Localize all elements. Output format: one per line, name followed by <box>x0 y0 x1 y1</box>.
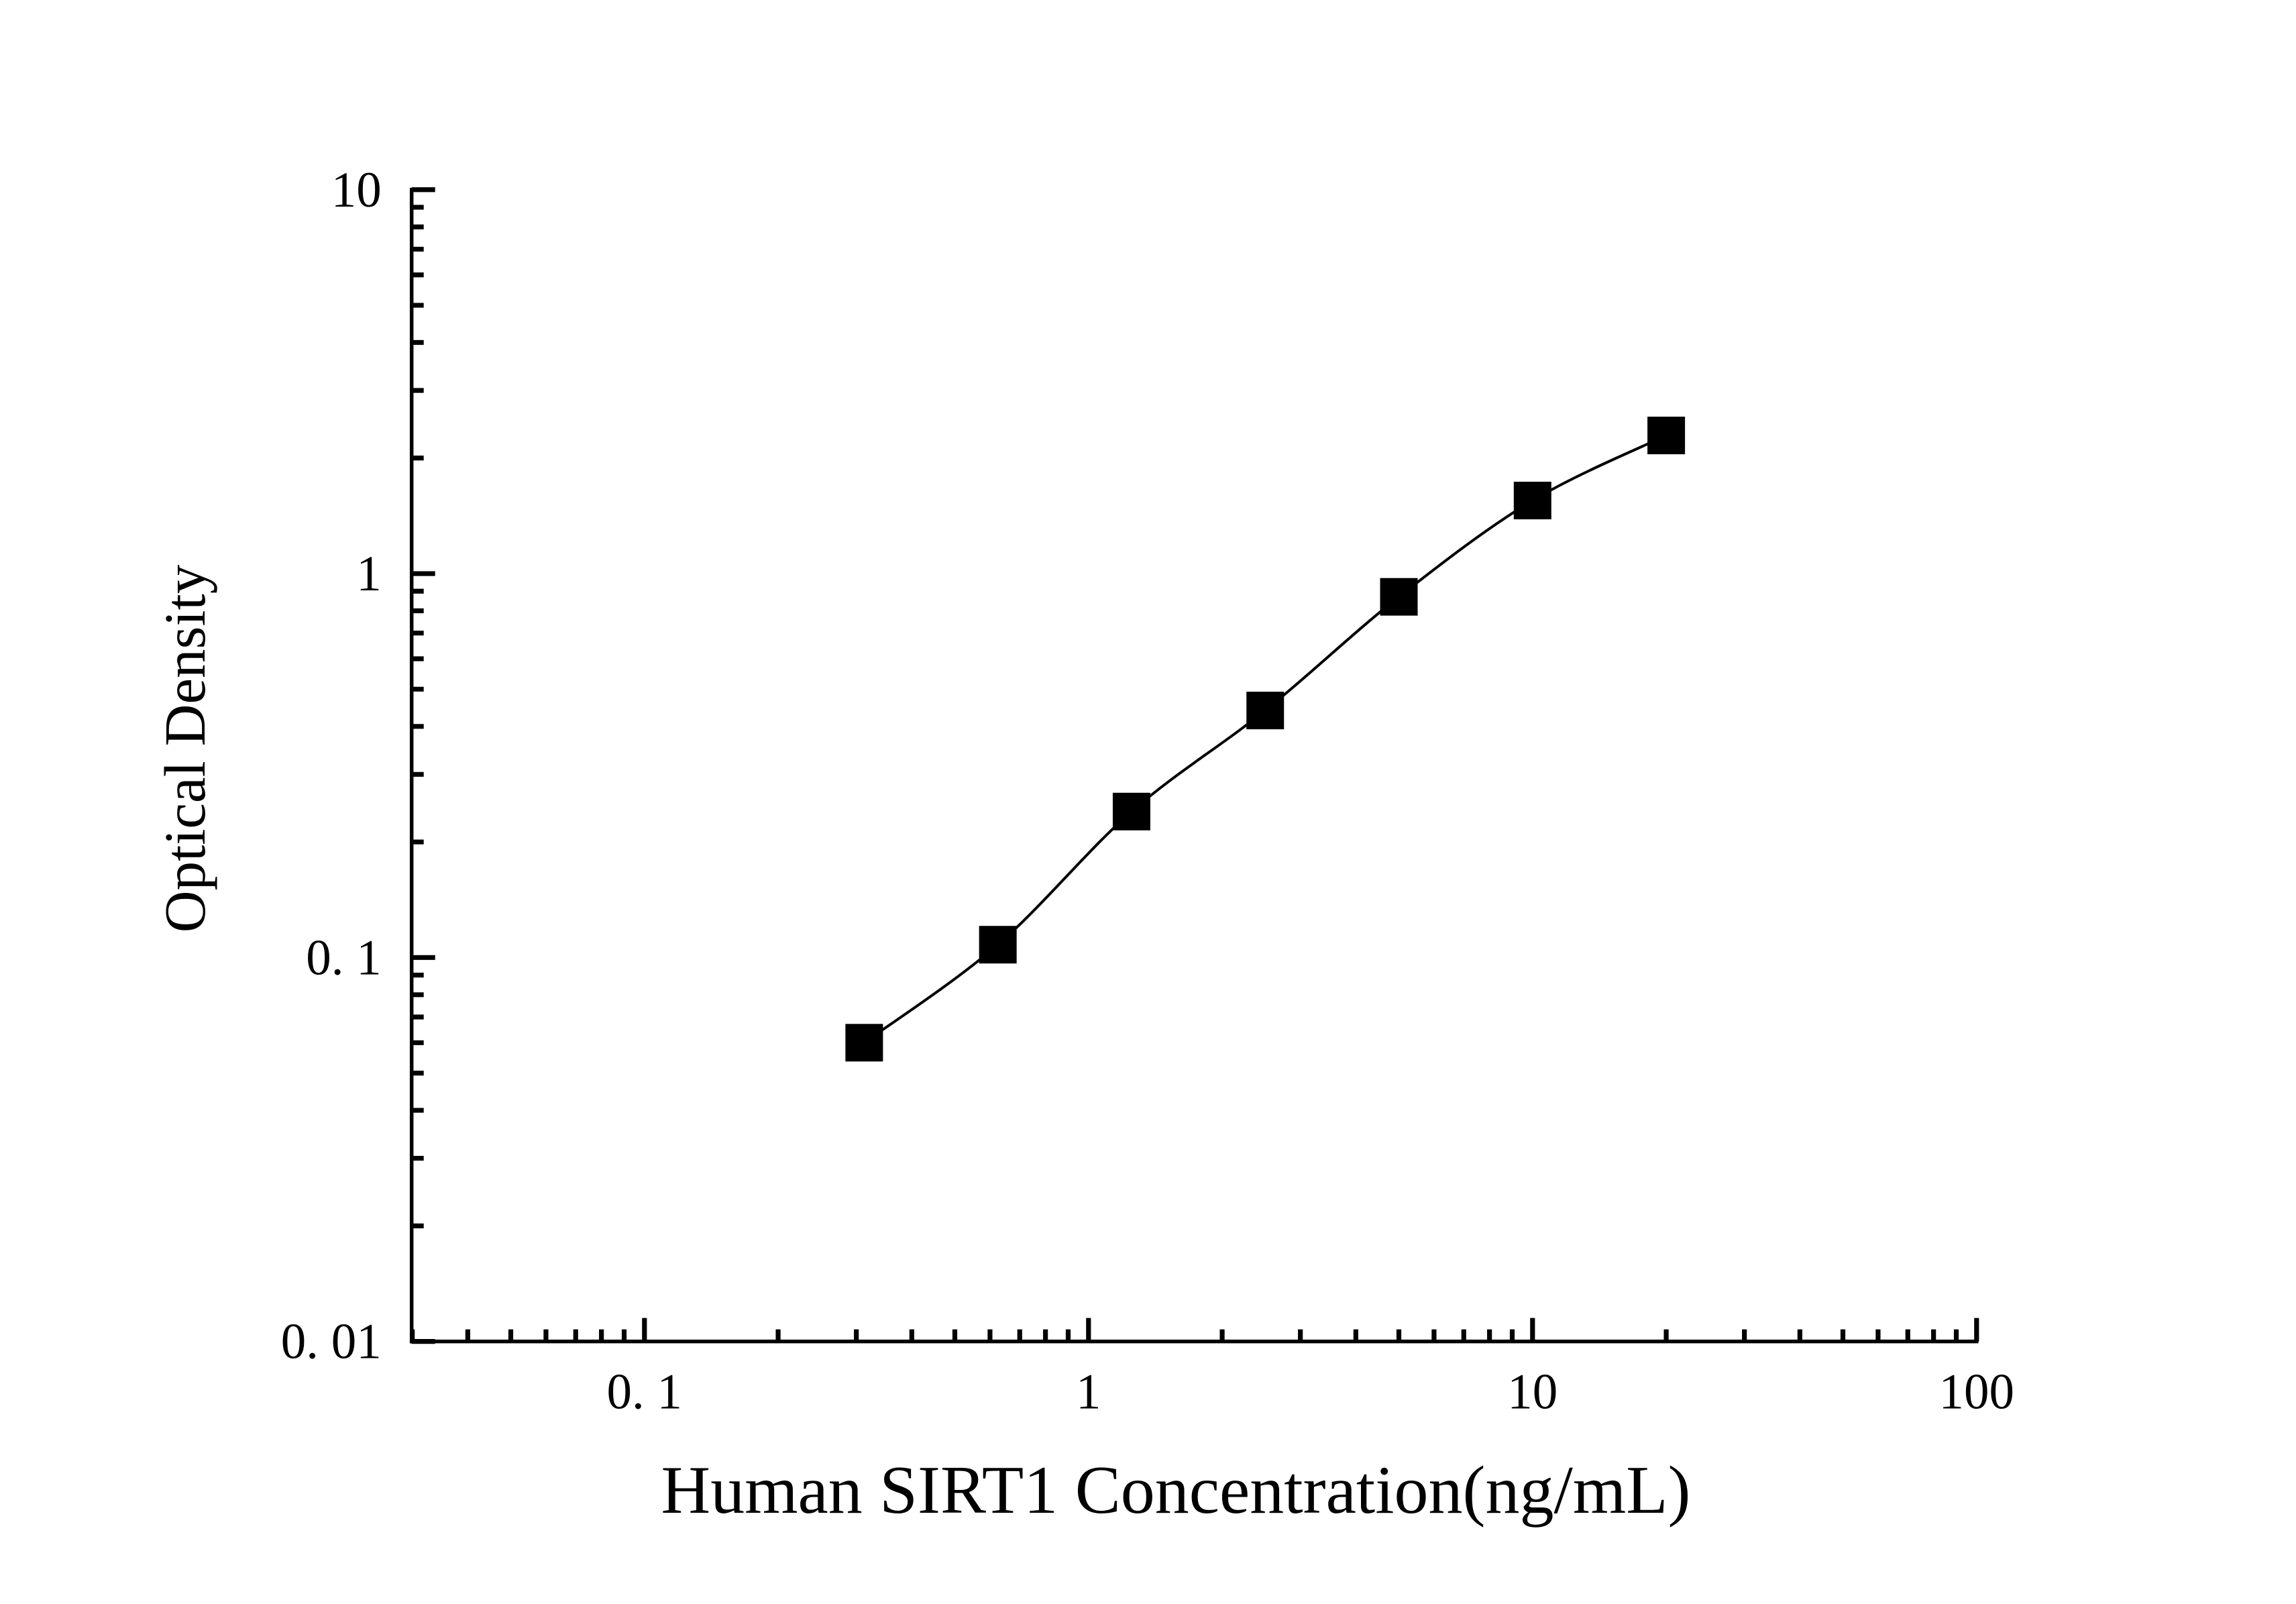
svg-text:10: 10 <box>1507 1365 1557 1420</box>
svg-text:1: 1 <box>1076 1365 1101 1420</box>
svg-text:1: 1 <box>356 546 382 602</box>
svg-text:0. 1: 0. 1 <box>607 1365 683 1420</box>
svg-text:0. 1: 0. 1 <box>306 930 382 985</box>
svg-text:Optical Density: Optical Density <box>152 564 217 932</box>
svg-text:Human SIRT1 Concentration(ng/m: Human SIRT1 Concentration(ng/mL) <box>661 1452 1691 1528</box>
svg-text:0. 01: 0. 01 <box>281 1314 382 1370</box>
svg-text:10: 10 <box>331 162 382 218</box>
svg-text:100: 100 <box>1939 1365 2015 1420</box>
